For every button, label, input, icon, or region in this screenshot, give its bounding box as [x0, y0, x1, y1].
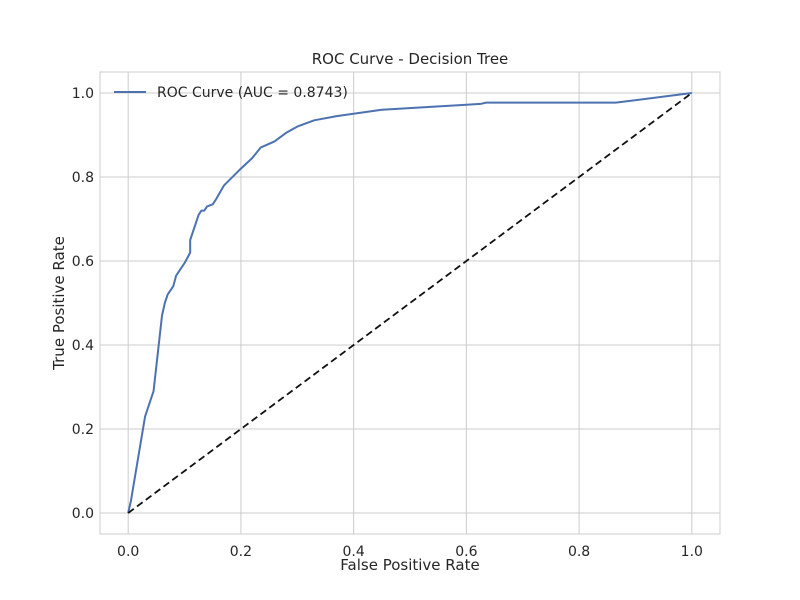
- x-axis-label: False Positive Rate: [340, 556, 479, 574]
- series-layer: [127, 92, 693, 514]
- chart-title: ROC Curve - Decision Tree: [312, 50, 509, 68]
- x-tick-label: 0.6: [455, 544, 477, 560]
- plot-frame: [99, 71, 721, 535]
- legend-label-roc: ROC Curve (AUC = 0.8743): [157, 85, 348, 101]
- tick-labels: 0.0 0.2 0.4 0.6 0.8 1.0 0.0 0.2 0.4 0.6 0.8 1.0: [72, 86, 703, 560]
- y-axis-label: True Positive Rate: [50, 236, 68, 371]
- legend: ROC Curve (AUC = 0.8743): [114, 85, 348, 101]
- roc-curve-line: [127, 92, 692, 514]
- y-tick-label: 0.0: [72, 506, 94, 522]
- y-tick-label: 0.4: [72, 338, 94, 354]
- grid-lines: [100, 72, 720, 534]
- y-tick-label: 0.8: [72, 170, 94, 186]
- y-tick-label: 1.0: [72, 86, 94, 102]
- x-tick-label: 0.4: [343, 544, 365, 560]
- random-baseline-line: [127, 92, 693, 514]
- y-tick-label: 0.2: [72, 422, 94, 438]
- y-tick-label: 0.6: [72, 254, 94, 270]
- x-tick-label: 0.8: [568, 544, 590, 560]
- x-tick-label: 0.0: [117, 544, 139, 560]
- x-tick-label: 0.2: [230, 544, 252, 560]
- x-tick-label: 1.0: [681, 544, 703, 560]
